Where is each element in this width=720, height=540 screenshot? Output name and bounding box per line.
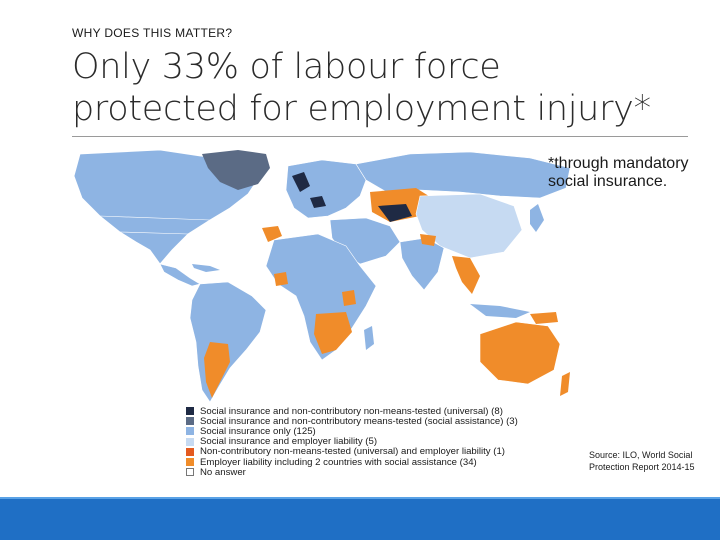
title-rule	[72, 136, 688, 137]
map-legend: Social insurance and non-contributory no…	[186, 405, 586, 478]
legend-swatch-employer-liability	[186, 458, 194, 467]
legend-row: Social insurance and non-contributory me…	[186, 415, 586, 427]
legend-row: Social insurance and non-contributory no…	[186, 405, 586, 417]
map-new-zealand	[560, 372, 570, 396]
map-europe	[285, 159, 367, 219]
legend-row: Social insurance only (125)	[186, 425, 586, 437]
legend-swatch-universal-employer	[186, 447, 194, 456]
map-australia	[479, 321, 561, 385]
world-map	[73, 149, 571, 403]
legend-row: No answer	[186, 466, 586, 478]
map-papua	[530, 312, 558, 324]
legend-label: No answer	[200, 466, 246, 478]
map-south-america	[189, 281, 267, 403]
legend-label: Employer liability including 2 countries…	[200, 456, 477, 468]
map-argentina	[204, 342, 230, 398]
map-usa-lines	[99, 215, 211, 235]
slide-title: Only 33% of labour force protected for e…	[72, 47, 651, 129]
legend-row: Employer liability including 2 countries…	[186, 456, 586, 468]
map-spain-orange	[262, 226, 282, 242]
map-central-america	[159, 263, 201, 287]
legend-label: Social insurance and non-contributory no…	[200, 405, 503, 417]
legend-swatch-no-answer	[186, 468, 194, 477]
map-caribbean	[192, 264, 220, 272]
map-india	[399, 237, 445, 291]
map-japan	[530, 204, 544, 232]
legend-swatch-means-tested	[186, 417, 194, 426]
map-east-africa-orange	[342, 290, 356, 306]
map-madagascar	[364, 326, 374, 350]
legend-swatch-universal	[186, 407, 194, 416]
map-south-asia-orange	[420, 234, 436, 246]
map-belgium-dark	[310, 196, 326, 208]
map-west-africa-orange	[274, 272, 288, 286]
footer-highlight	[0, 497, 720, 499]
footnote: *through mandatory social insurance.	[548, 155, 689, 190]
source-note: Source: ILO, World Social Protection Rep…	[589, 450, 695, 472]
map-indonesia	[470, 304, 530, 318]
map-southern-africa	[314, 312, 352, 354]
legend-swatch-si-employer	[186, 437, 194, 446]
legend-swatch-social-insurance	[186, 427, 194, 436]
slide-kicker: WHY DOES THIS MATTER?	[72, 26, 233, 40]
map-greenland	[202, 150, 270, 190]
map-china	[415, 193, 523, 259]
legend-row: Social insurance and employer liability …	[186, 436, 586, 448]
legend-label: Non-contributory non-means-tested (unive…	[200, 446, 505, 458]
legend-label: Social insurance only (125)	[200, 425, 316, 437]
map-scandinavia-dark	[292, 172, 310, 192]
map-se-asia	[452, 256, 480, 294]
legend-row: Non-contributory non-means-tested (unive…	[186, 446, 586, 458]
map-central-asia-dark	[378, 204, 412, 222]
legend-label: Social insurance and non-contributory me…	[200, 415, 518, 427]
legend-label: Social insurance and employer liability …	[200, 436, 378, 448]
footer-bar	[0, 497, 720, 540]
